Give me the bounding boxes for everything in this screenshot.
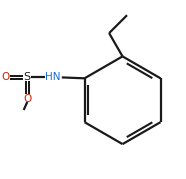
- Text: O: O: [1, 72, 9, 82]
- Text: O: O: [23, 95, 31, 104]
- Text: S: S: [24, 72, 31, 82]
- Text: HN: HN: [45, 72, 60, 82]
